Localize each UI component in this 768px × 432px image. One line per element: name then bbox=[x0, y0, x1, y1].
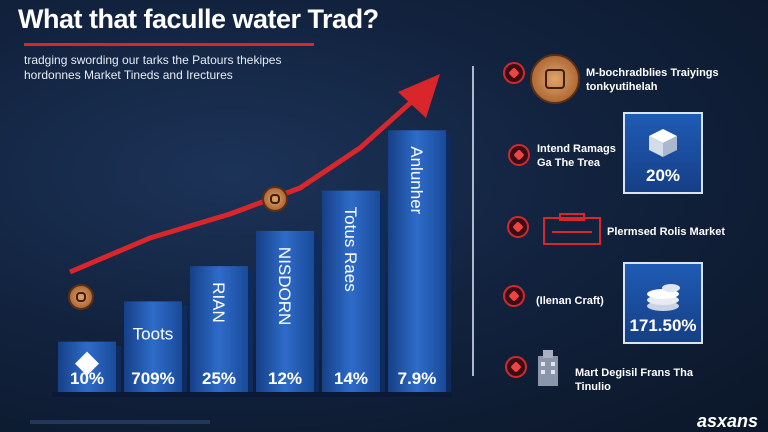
chart-baseline bbox=[52, 392, 452, 397]
bar-value-label: 10% bbox=[70, 369, 104, 388]
coin-icon bbox=[262, 186, 288, 212]
watermark-logo: asxans bbox=[696, 411, 758, 431]
chart-bar bbox=[256, 230, 314, 392]
chart-bar-side bbox=[182, 305, 187, 392]
diamond-icon bbox=[75, 351, 99, 376]
coin-icon bbox=[530, 54, 580, 104]
stat-box: 171.50% bbox=[623, 262, 703, 344]
footnote-bar bbox=[30, 420, 210, 424]
chart-bar-side bbox=[314, 234, 319, 392]
side-item-label: Mart Degisil Frans Tha Tinulio bbox=[575, 367, 693, 393]
bar-value-label: 14% bbox=[334, 369, 368, 388]
building-icon bbox=[538, 350, 558, 386]
chart-bar-side bbox=[446, 134, 451, 392]
bar-value-label: 7.9% bbox=[398, 369, 437, 388]
panel-divider bbox=[472, 66, 474, 376]
stat-value: 20% bbox=[645, 166, 681, 185]
page-title: What that faculle water Trad? bbox=[18, 4, 379, 34]
chart-bar bbox=[190, 266, 248, 392]
side-item-label: M-bochradblies Traiyings tonkyutihelah bbox=[586, 67, 719, 93]
side-item-label: (Ilenan Craft) bbox=[536, 295, 604, 307]
chart-bar-side bbox=[380, 194, 385, 392]
trend-arrow-head bbox=[398, 74, 440, 118]
chart-bar-side bbox=[116, 345, 121, 392]
coin-icon bbox=[68, 284, 94, 310]
chart-bar bbox=[124, 301, 182, 392]
bar-value-label: 12% bbox=[268, 369, 302, 388]
chart-bar-side bbox=[248, 270, 253, 392]
bar-category-label: Totus Raes bbox=[341, 207, 360, 292]
chart-bar bbox=[322, 190, 380, 392]
bar-category-label: Anlunher bbox=[407, 146, 426, 214]
bar-category-label: RIAN bbox=[209, 282, 228, 323]
side-item-label: Intend Ramags Ga The Trea bbox=[537, 143, 616, 169]
ring-icon bbox=[503, 62, 525, 84]
ring-icon bbox=[508, 144, 530, 166]
side-item-label: Plermsed Rolis Market bbox=[607, 226, 725, 238]
ring-icon bbox=[503, 285, 525, 307]
bar-value-label: 709% bbox=[131, 369, 174, 388]
stat-value: 171.50% bbox=[629, 316, 697, 335]
cube-icon bbox=[649, 129, 677, 157]
chest-icon bbox=[543, 213, 601, 245]
chart-bar bbox=[388, 130, 446, 392]
bar-value-label: 25% bbox=[202, 369, 236, 388]
ring-icon bbox=[505, 356, 527, 378]
stat-box: 20% bbox=[623, 112, 703, 194]
bar-category-label: Toots bbox=[133, 324, 174, 343]
coins-icon bbox=[647, 284, 680, 311]
title-underline bbox=[24, 43, 314, 46]
page-subtitle: tradging swording our tarks the Patours … bbox=[24, 53, 282, 82]
bar-category-label: NISDORN bbox=[275, 247, 294, 325]
ring-icon bbox=[507, 216, 529, 238]
